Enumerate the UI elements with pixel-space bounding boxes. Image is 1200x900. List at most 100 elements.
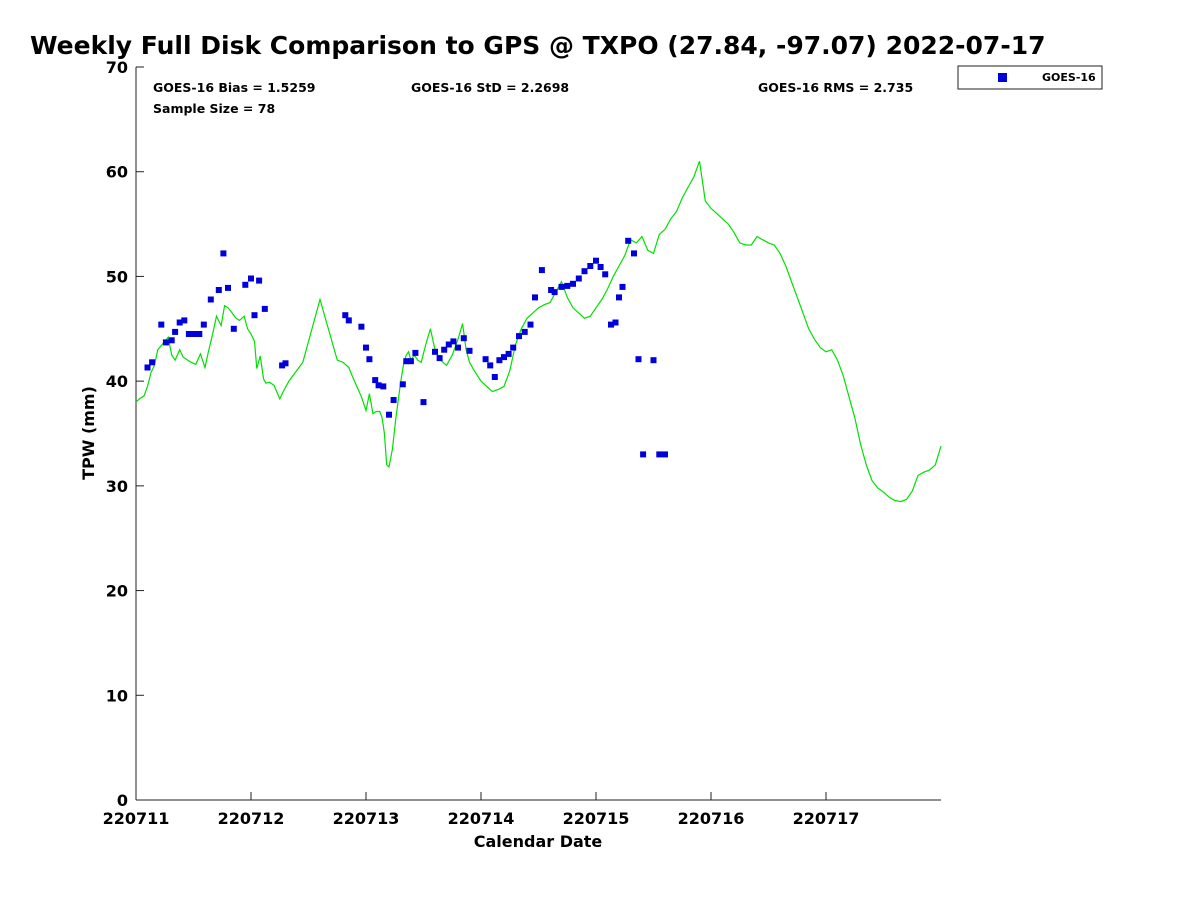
- goes-data-point: [460, 335, 467, 342]
- goes-data-point: [399, 381, 406, 388]
- goes-data-point: [220, 250, 227, 257]
- goes-data-point: [564, 282, 571, 289]
- goes-data-point: [181, 317, 188, 324]
- goes-data-point: [386, 411, 392, 418]
- goes-data-point: [635, 356, 642, 363]
- goes-data-point: [510, 344, 517, 351]
- std-stat: GOES-16 StD = 2.2698: [411, 80, 569, 95]
- sample-size-stat: Sample Size = 78: [153, 101, 275, 116]
- goes-data-point: [380, 383, 387, 390]
- goes-data-point: [662, 451, 668, 458]
- goes-data-point: [532, 294, 538, 301]
- goes-data-point: [631, 250, 637, 257]
- goes-data-point: [575, 275, 582, 282]
- goes-data-point: [558, 283, 565, 290]
- goes-data-point: [581, 268, 588, 275]
- goes-data-point: [242, 281, 249, 288]
- goes-data-point: [640, 451, 647, 458]
- y-ticks: 0 10 20 30 40 50 60 70: [106, 58, 144, 810]
- goes-data-point: [407, 358, 414, 365]
- rms-stat: GOES-16 RMS = 2.735: [758, 80, 913, 95]
- goes-data-point: [172, 328, 179, 335]
- goes-data-point: [185, 331, 192, 337]
- y-tick-label: 10: [106, 686, 128, 705]
- x-ticks: 220711 220712 220713 220714 220715 220716 2207…: [103, 792, 860, 828]
- y-tick-label: 70: [106, 58, 128, 77]
- goes-data-point: [597, 264, 604, 270]
- goes-data-point: [625, 237, 632, 244]
- goes-data-point: [619, 283, 626, 290]
- goes-data-point: [158, 321, 165, 328]
- goes-data-point: [144, 364, 151, 371]
- goes-data-point: [248, 275, 254, 282]
- goes-data-point: [282, 360, 289, 367]
- y-tick-label: 50: [106, 267, 128, 286]
- goes-data-point: [450, 338, 457, 345]
- goes-data-point: [251, 312, 258, 319]
- goes-data-point: [587, 263, 594, 269]
- goes-data-point: [516, 333, 522, 340]
- goes-data-point: [256, 277, 263, 284]
- goes-data-point: [200, 321, 207, 328]
- legend-label: GOES-16: [1042, 71, 1096, 84]
- x-tick-label: 220713: [333, 809, 400, 828]
- goes-data-point: [190, 331, 197, 337]
- x-tick-label: 220717: [793, 809, 860, 828]
- goes-data-point: [162, 339, 169, 346]
- y-tick-label: 40: [106, 372, 128, 391]
- goes-data-point: [168, 337, 175, 344]
- goes-data-point: [612, 319, 619, 326]
- goes-data-point: [487, 362, 494, 369]
- goes-data-point: [363, 344, 369, 351]
- y-tick-label: 30: [106, 477, 128, 496]
- goes-data-point: [496, 357, 503, 364]
- goes-data-point: [342, 312, 349, 319]
- goes-data-point: [650, 357, 657, 364]
- goes-data-point: [501, 354, 507, 361]
- goes-data-point: [656, 451, 663, 458]
- goes-data-point: [196, 331, 203, 337]
- goes-data-point: [570, 280, 576, 287]
- goes-data-point: [538, 267, 545, 274]
- goes-data-point: [230, 325, 237, 332]
- goes-data-point: [491, 374, 498, 380]
- goes-data-point: [436, 355, 443, 362]
- y-tick-label: 0: [117, 791, 128, 810]
- goes-data-point: [375, 382, 382, 389]
- goes-data-point: [466, 347, 473, 354]
- x-axis-label: Calendar Date: [474, 832, 603, 851]
- goes-data-point: [176, 319, 183, 326]
- goes-series-points: [144, 237, 668, 458]
- axes: [135, 67, 941, 801]
- chart-title: Weekly Full Disk Comparison to GPS @ TXP…: [30, 31, 1045, 60]
- x-tick-label: 220716: [678, 809, 745, 828]
- x-tick-label: 220714: [448, 809, 515, 828]
- goes-data-point: [432, 348, 438, 355]
- legend-marker: [998, 73, 1007, 82]
- gps-series-line: [135, 160, 942, 503]
- stats-box: GOES-16 Bias = 1.5259 GOES-16 StD = 2.26…: [153, 80, 913, 116]
- goes-data-point: [548, 287, 555, 293]
- goes-data-point: [412, 349, 419, 356]
- goes-data-point: [482, 356, 489, 363]
- goes-data-point: [261, 305, 268, 312]
- goes-data-point: [358, 323, 365, 330]
- goes-data-point: [372, 377, 379, 384]
- goes-data-point: [207, 296, 214, 303]
- goes-data-point: [345, 317, 352, 324]
- bias-stat: GOES-16 Bias = 1.5259: [153, 80, 315, 95]
- goes-data-point: [390, 397, 397, 403]
- goes-data-point: [420, 399, 427, 406]
- x-tick-label: 220711: [103, 809, 170, 828]
- goes-data-point: [279, 362, 286, 369]
- goes-data-point: [455, 344, 461, 351]
- goes-data-point: [403, 358, 410, 365]
- y-tick-label: 60: [106, 163, 128, 182]
- y-axis-label: TPW (mm): [79, 386, 98, 480]
- goes-data-point: [215, 287, 222, 293]
- goes-data-point: [616, 294, 622, 301]
- goes-data-point: [593, 257, 599, 264]
- y-tick-label: 20: [106, 582, 128, 601]
- goes-data-point: [602, 271, 609, 278]
